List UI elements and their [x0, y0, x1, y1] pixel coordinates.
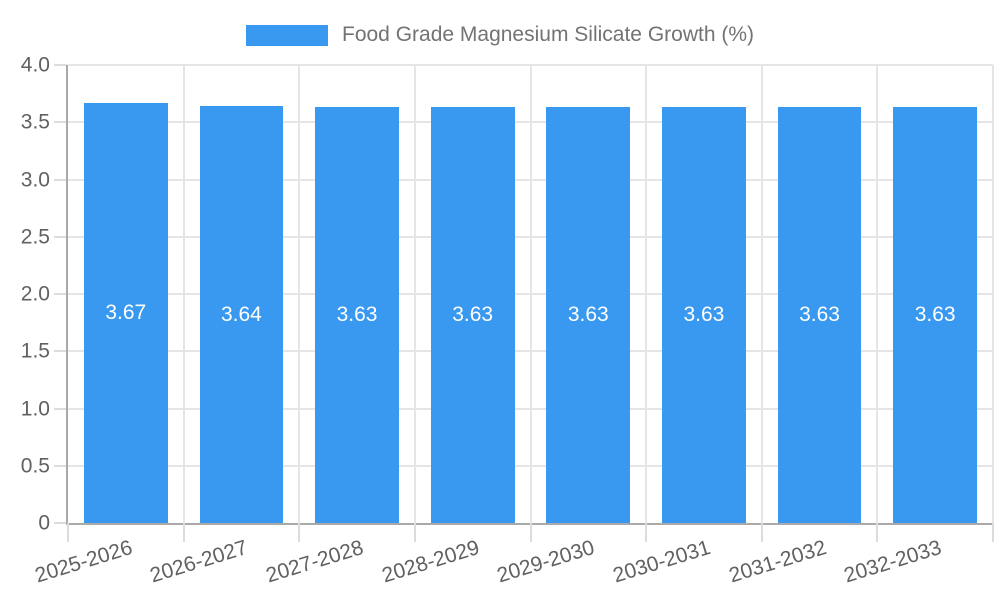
bar-slot: 3.67 — [68, 65, 184, 523]
y-tick — [54, 350, 67, 353]
bar: 3.63 — [662, 107, 746, 523]
plot-area: 3.67 3.64 3.63 3.63 3.63 — [66, 64, 994, 542]
x-axis-label: 2030-2031 — [609, 536, 713, 588]
x-axis-label: 2029-2030 — [493, 536, 597, 588]
y-axis-label: 4.0 — [20, 53, 50, 77]
gridline-v — [876, 65, 879, 523]
gridline-v — [992, 65, 994, 523]
y-axis-labels: 4.0 3.5 3.0 2.5 2.0 1.5 1.0 0.5 0 — [0, 55, 50, 534]
y-axis-label: 1.5 — [20, 339, 50, 363]
gridline-v — [182, 65, 185, 523]
y-axis-label: 3.0 — [20, 168, 50, 191]
bar-value-label: 3.63 — [799, 303, 840, 327]
bar: 3.63 — [777, 107, 862, 523]
y-tick — [54, 178, 67, 181]
bar-slot: 3.63 — [762, 65, 878, 523]
y-axis-label: 0 — [38, 511, 50, 535]
y-tick — [54, 64, 67, 66]
y-tick — [54, 522, 67, 524]
x-tick — [298, 523, 301, 542]
gridline-v — [760, 65, 763, 523]
x-tick — [760, 523, 763, 542]
bar-slot: 3.64 — [184, 65, 300, 523]
bar: 3.63 — [546, 107, 631, 523]
y-axis-ticks — [54, 64, 67, 524]
bar-value-label: 3.67 — [105, 300, 147, 324]
bar: 3.63 — [315, 107, 399, 523]
x-axis-label: 2025-2026 — [31, 536, 135, 588]
x-axis-label: 2032-2033 — [840, 536, 944, 588]
bar: 3.64 — [199, 106, 284, 523]
bar-slot: 3.63 — [531, 65, 647, 523]
x-axis-label: 2031-2032 — [725, 536, 829, 588]
y-tick — [54, 464, 67, 467]
x-tick — [413, 523, 416, 542]
x-tick — [992, 523, 994, 542]
x-axis-label: 2027-2028 — [262, 536, 366, 588]
gridline-v — [645, 65, 648, 523]
bar-value-label: 3.63 — [336, 303, 378, 327]
x-tick — [645, 523, 648, 542]
x-tick — [529, 523, 532, 542]
legend-label: Food Grade Magnesium Silicate Growth (%) — [342, 23, 754, 46]
gridline-v — [413, 65, 416, 523]
x-axis-label: 2028-2029 — [378, 536, 482, 588]
gridline-v — [298, 65, 301, 523]
y-axis-label: 3.5 — [20, 110, 50, 134]
bar-value-label: 3.63 — [567, 303, 609, 327]
bar-slot: 3.63 — [299, 65, 415, 523]
y-tick — [54, 293, 67, 295]
bar-value-label: 3.64 — [220, 302, 262, 326]
x-tick — [876, 523, 879, 542]
bar-value-label: 3.63 — [914, 303, 956, 327]
x-axis-label: 2026-2027 — [146, 536, 250, 588]
y-tick — [54, 121, 67, 124]
bar: 3.63 — [430, 107, 515, 523]
bar-value-label: 3.63 — [452, 303, 494, 327]
y-axis-label: 2.0 — [20, 282, 50, 306]
bar: 3.67 — [83, 102, 168, 523]
x-tick — [67, 523, 69, 542]
legend-swatch — [246, 24, 328, 46]
bar-slot: 3.63 — [877, 65, 993, 523]
bar: 3.63 — [893, 107, 978, 523]
bar-slot: 3.63 — [646, 65, 762, 523]
x-tick — [182, 523, 185, 542]
legend[interactable]: Food Grade Magnesium Silicate Growth (%) — [0, 23, 1000, 47]
bar-slot: 3.63 — [415, 65, 531, 523]
y-axis-label: 1.0 — [20, 397, 50, 420]
y-axis-label: 0.5 — [20, 454, 50, 478]
y-tick — [54, 235, 67, 238]
y-axis-label: 2.5 — [20, 225, 50, 249]
y-tick — [54, 407, 67, 410]
gridline-v — [529, 65, 532, 523]
bars: 3.67 3.64 3.63 3.63 3.63 — [68, 65, 993, 523]
bar-value-label: 3.63 — [683, 303, 725, 327]
